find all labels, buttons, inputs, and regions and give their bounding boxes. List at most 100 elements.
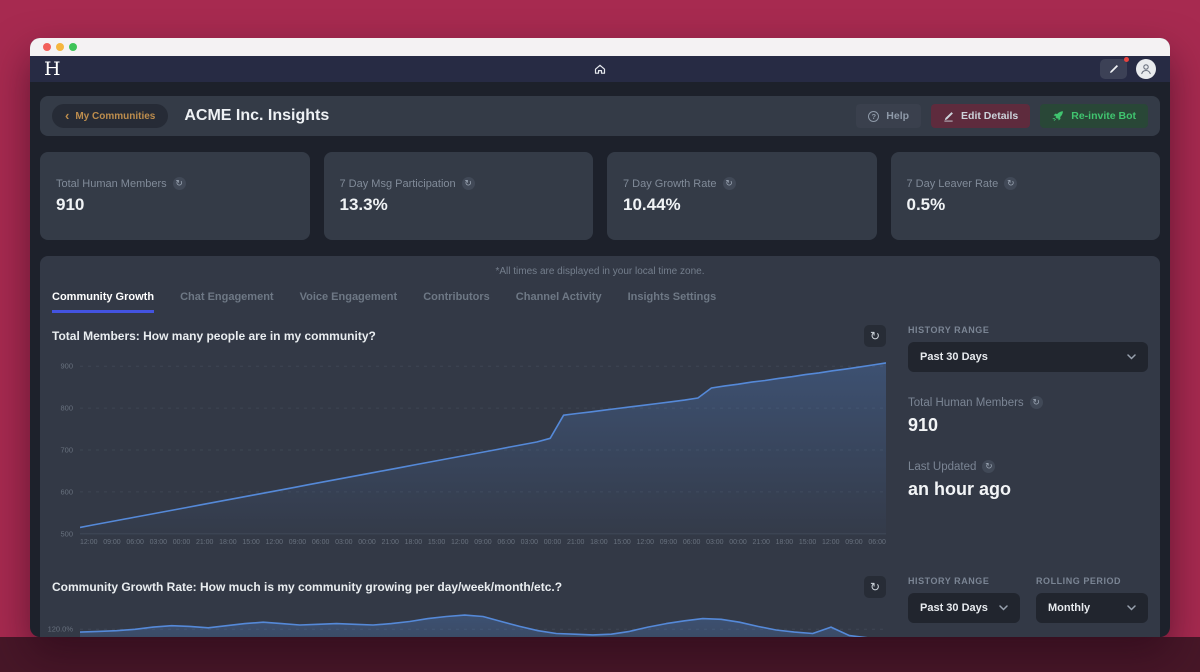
refresh-icon[interactable]: ↻ <box>982 460 996 473</box>
x-tick-label: 03:00 <box>520 539 539 546</box>
question-mark-icon: ? <box>868 110 880 122</box>
browser-titlebar <box>30 38 1170 56</box>
stat-cards-row: Total Human Members ↻ 910 7 Day Msg Part… <box>40 152 1160 240</box>
tab-chat-engagement[interactable]: Chat Engagement <box>180 291 274 303</box>
timezone-note: *All times are displayed in your local t… <box>495 266 705 277</box>
x-tick-label: 21:00 <box>195 539 214 546</box>
edit-pencil-icon <box>944 111 953 122</box>
tab-channel-activity[interactable]: Channel Activity <box>515 291 602 303</box>
stat-value: 13.3% <box>339 195 388 214</box>
x-tick-label: 00:00 <box>543 539 562 546</box>
insights-panel: *All times are displayed in your local t… <box>40 256 1160 637</box>
stat-label: Total Human Members <box>908 396 1024 409</box>
edit-details-label: Edit Details <box>961 110 1019 122</box>
notification-dot <box>1124 57 1129 62</box>
plot-area <box>80 608 886 637</box>
app-logo[interactable]: H <box>44 57 61 80</box>
x-tick-label: 03:00 <box>706 539 724 546</box>
tab-community-growth[interactable]: Community Growth <box>52 291 155 313</box>
help-button[interactable]: ? Help <box>856 104 922 128</box>
x-tick-label: 00:00 <box>172 539 191 546</box>
x-tick-label: 06:00 <box>126 539 144 546</box>
x-tick-label: 21:00 <box>752 539 770 546</box>
x-tick-label: 12:00 <box>265 539 284 546</box>
y-tick-label: 700 <box>60 445 73 455</box>
members-chart: 500 600 700 800 900 12:00 09:00 06:00 03:00 00:0… <box>52 357 886 546</box>
edit-details-button[interactable]: Edit Details <box>931 104 1031 128</box>
x-tick-label: 03:00 <box>149 539 168 546</box>
x-tick-label: 15:00 <box>427 539 446 546</box>
page-content: ‹ My Communities ACME Inc. Insights ? He… <box>30 82 1170 637</box>
back-to-communities-button[interactable]: ‹ My Communities <box>52 104 169 128</box>
x-tick-label: 09:00 <box>103 539 121 546</box>
stat-label: 7 Day Leaver Rate <box>906 177 999 190</box>
x-tick-label: 03:00 <box>335 539 353 546</box>
reinvite-bot-button[interactable]: Re-invite Bot <box>1040 104 1148 128</box>
maximize-window-button[interactable] <box>69 43 77 51</box>
stat-value: 10.44% <box>623 195 681 214</box>
x-tick-label: 06:00 <box>682 539 701 546</box>
tab-voice-engagement[interactable]: Voice Engagement <box>299 291 398 303</box>
person-icon <box>1141 64 1151 75</box>
stat-value: 910 <box>56 195 85 214</box>
x-tick-label: 06:00 <box>311 539 330 546</box>
chevron-down-icon <box>1127 354 1136 360</box>
tab-bar: Community Growth Chat Engagement Voice E… <box>52 291 1148 313</box>
tab-contributors[interactable]: Contributors <box>423 291 490 303</box>
x-tick-label: 21:00 <box>566 539 585 546</box>
y-tick-label: 800 <box>60 403 73 413</box>
refresh-icon[interactable]: ↻ <box>1004 177 1018 190</box>
user-avatar-button[interactable] <box>1136 59 1156 79</box>
back-button-label: My Communities <box>75 110 156 122</box>
x-tick-label: 06:00 <box>497 539 515 546</box>
x-tick-label: 18:00 <box>775 539 794 546</box>
x-axis: 12:00 09:00 06:00 03:00 00:00 21:00 18:00 15:00… <box>80 539 886 546</box>
y-axis: 120.0% <box>48 608 80 637</box>
stat-card-leaver-rate: 7 Day Leaver Rate ↻ 0.5% <box>890 152 1160 240</box>
x-tick-label: 15:00 <box>798 539 817 546</box>
chart-sidebar: HISTORY RANGE Past 30 Days Total Human M… <box>886 325 1148 546</box>
x-tick-label: 12:00 <box>80 539 98 546</box>
refresh-icon[interactable]: ↻ <box>461 177 475 190</box>
plot-area <box>80 357 886 535</box>
x-tick-label: 06:00 <box>868 539 886 546</box>
page-header: ‹ My Communities ACME Inc. Insights ? He… <box>40 96 1160 136</box>
refresh-icon[interactable]: ↻ <box>722 177 736 190</box>
refresh-icon[interactable]: ↻ <box>172 177 186 190</box>
stat-label: 7 Day Growth Rate <box>623 177 717 190</box>
history-range-select[interactable]: Past 30 Days <box>908 593 1020 623</box>
stat-label: 7 Day Msg Participation <box>339 177 456 190</box>
rolling-period-value: Monthly <box>1048 602 1091 614</box>
refresh-icon[interactable]: ↻ <box>1029 396 1043 409</box>
chart-title: Total Members: How many people are in my… <box>52 329 376 343</box>
history-range-select[interactable]: Past 30 Days <box>908 342 1148 372</box>
home-icon <box>594 64 606 74</box>
x-tick-label: 15:00 <box>242 539 260 546</box>
close-window-button[interactable] <box>43 43 51 51</box>
rolling-period-select[interactable]: Monthly <box>1036 593 1148 623</box>
minimize-window-button[interactable] <box>56 43 64 51</box>
rocket-icon <box>1052 111 1064 121</box>
chart-sidebar: HISTORY RANGE Past 30 Days ROLLING PERIO… <box>886 576 1148 637</box>
x-tick-label: 00:00 <box>358 539 376 546</box>
x-tick-label: 21:00 <box>381 539 399 546</box>
history-range-label: HISTORY RANGE <box>908 325 990 335</box>
chart-refresh-button[interactable]: ↻ <box>864 576 886 598</box>
tab-insights-settings[interactable]: Insights Settings <box>627 291 717 303</box>
sidebar-total-members: Total Human Members ↻ 910 <box>908 396 1148 436</box>
x-tick-label: 09:00 <box>659 539 678 546</box>
rolling-period-group: ROLLING PERIOD Monthly <box>1036 576 1148 623</box>
growth-rate-chart: 120.0% <box>48 608 886 637</box>
chart-refresh-button[interactable]: ↻ <box>864 325 886 347</box>
x-tick-label: 12:00 <box>451 539 469 546</box>
chart-title: Community Growth Rate: How much is my co… <box>52 580 563 594</box>
y-tick-label: 900 <box>60 361 73 371</box>
compose-button[interactable] <box>1100 57 1129 79</box>
stat-label: Total Human Members <box>56 177 167 190</box>
x-tick-label: 18:00 <box>219 539 237 546</box>
x-tick-label: 15:00 <box>613 539 631 546</box>
y-axis: 500 600 700 800 900 <box>52 357 80 539</box>
home-button[interactable] <box>593 62 607 76</box>
page-title: ACME Inc. Insights <box>184 107 330 124</box>
history-range-value: Past 30 Days <box>920 351 988 363</box>
